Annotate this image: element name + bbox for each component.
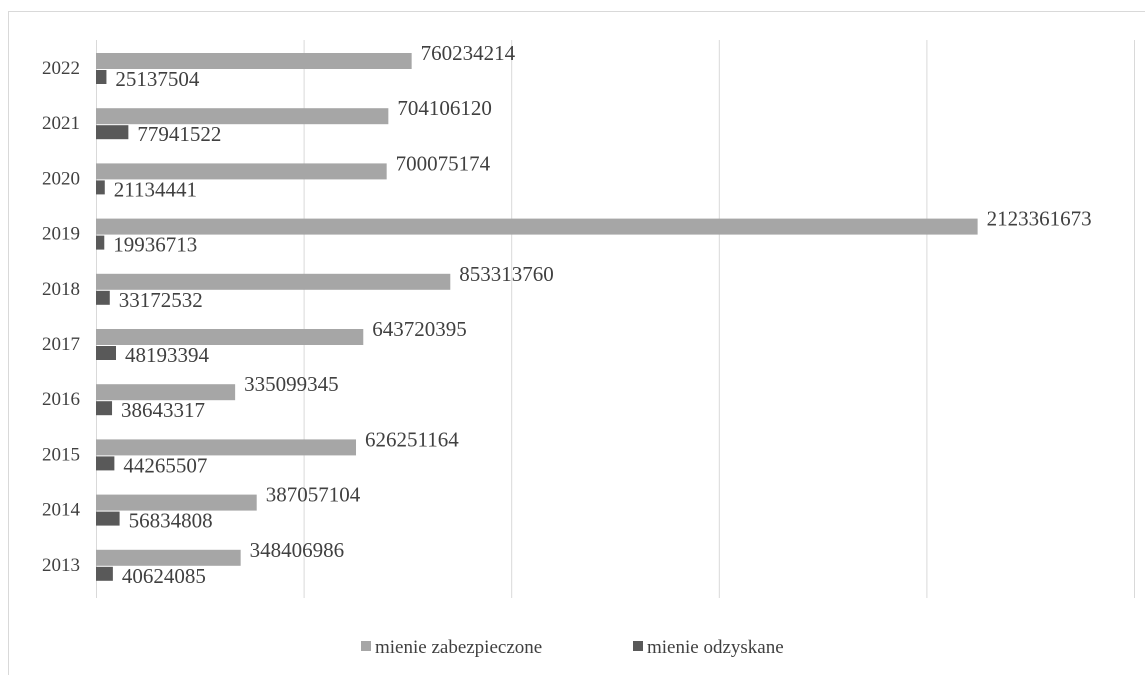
data-label-zabezpieczone-2014: 387057104 bbox=[266, 483, 361, 507]
legend-label: mienie odzyskane bbox=[647, 637, 784, 658]
data-label-odzyskane-2016: 38643317 bbox=[121, 398, 205, 422]
legend-swatch bbox=[633, 641, 643, 651]
data-label-zabezpieczone-2015: 626251164 bbox=[365, 427, 459, 451]
data-label-odzyskane-2018: 33172532 bbox=[119, 288, 203, 312]
data-label-zabezpieczone-2016: 335099345 bbox=[244, 372, 338, 396]
tick-label-2018: 2018 bbox=[42, 279, 80, 300]
category-tick-labels: 2022 2021 2020 2019 2018 2017 2016 2015 2014 2013 bbox=[42, 58, 81, 576]
bars bbox=[96, 53, 978, 581]
bar-odzyskane-2017 bbox=[96, 346, 117, 360]
legend-item-zabezpieczone: mienie zabezpieczone bbox=[361, 637, 542, 658]
legend-swatch bbox=[361, 641, 371, 651]
data-label-odzyskane-2013: 40624085 bbox=[122, 564, 206, 588]
bar-zabezpieczone-2017 bbox=[96, 329, 364, 345]
legend-item-odzyskane: mienie odzyskane bbox=[633, 637, 784, 658]
bar-zabezpieczone-2016 bbox=[96, 384, 236, 401]
tick-label-2020: 2020 bbox=[42, 168, 80, 189]
data-label-zabezpieczone-2013: 348406986 bbox=[250, 538, 344, 562]
data-label-zabezpieczone-2018: 853313760 bbox=[459, 262, 554, 286]
tick-label-2013: 2013 bbox=[42, 555, 80, 576]
tick-label-2014: 2014 bbox=[42, 500, 81, 521]
bar-zabezpieczone-2013 bbox=[96, 549, 241, 566]
bar-odzyskane-2016 bbox=[96, 401, 113, 416]
tick-label-2019: 2019 bbox=[42, 224, 80, 245]
data-label-odzyskane-2015: 44265507 bbox=[123, 453, 207, 477]
bar-odzyskane-2014 bbox=[96, 511, 120, 526]
data-label-zabezpieczone-2020: 700075174 bbox=[396, 151, 491, 175]
tick-label-2015: 2015 bbox=[42, 444, 80, 465]
bar-zabezpieczone-2022 bbox=[96, 53, 412, 69]
data-label-odzyskane-2022: 25137504 bbox=[115, 67, 200, 91]
data-label-zabezpieczone-2019: 2123361673 bbox=[987, 207, 1092, 231]
bar-odzyskane-2015 bbox=[96, 456, 115, 471]
tick-label-2021: 2021 bbox=[42, 113, 80, 134]
data-label-odzyskane-2021: 77941522 bbox=[137, 122, 221, 146]
bar-odzyskane-2019 bbox=[96, 235, 105, 250]
legend-label: mienie zabezpieczone bbox=[375, 637, 542, 658]
data-label-odzyskane-2019: 19936713 bbox=[113, 233, 197, 257]
bar-odzyskane-2021 bbox=[96, 125, 129, 140]
data-label-odzyskane-2017: 48193394 bbox=[125, 343, 209, 367]
tick-label-2022: 2022 bbox=[42, 58, 80, 79]
data-label-zabezpieczone-2021: 704106120 bbox=[397, 96, 492, 120]
legend: mienie zabezpieczone mienie odzyskane bbox=[361, 637, 784, 658]
gridlines bbox=[96, 40, 1135, 598]
data-label-zabezpieczone-2017: 643720395 bbox=[372, 317, 467, 341]
bar-zabezpieczone-2019 bbox=[96, 218, 978, 235]
bar-zabezpieczone-2021 bbox=[96, 108, 389, 125]
tick-label-2017: 2017 bbox=[42, 334, 80, 355]
bar-zabezpieczone-2020 bbox=[96, 163, 387, 180]
data-label-odzyskane-2020: 21134441 bbox=[114, 177, 197, 201]
data-label-zabezpieczone-2022: 760234214 bbox=[421, 41, 516, 65]
bar-zabezpieczone-2014 bbox=[96, 494, 257, 511]
bar-odzyskane-2022 bbox=[96, 70, 107, 84]
data-label-odzyskane-2014: 56834808 bbox=[129, 509, 213, 533]
chart-frame bbox=[8, 11, 1145, 675]
bar-zabezpieczone-2018 bbox=[96, 273, 451, 290]
bar-odzyskane-2020 bbox=[96, 180, 105, 195]
bar-odzyskane-2018 bbox=[96, 290, 110, 305]
bar-odzyskane-2013 bbox=[96, 566, 113, 581]
tick-label-2016: 2016 bbox=[42, 389, 80, 410]
bar-zabezpieczone-2015 bbox=[96, 439, 357, 456]
data-labels: 760234214 25137504 704106120 77941522 700075… bbox=[113, 41, 1091, 588]
